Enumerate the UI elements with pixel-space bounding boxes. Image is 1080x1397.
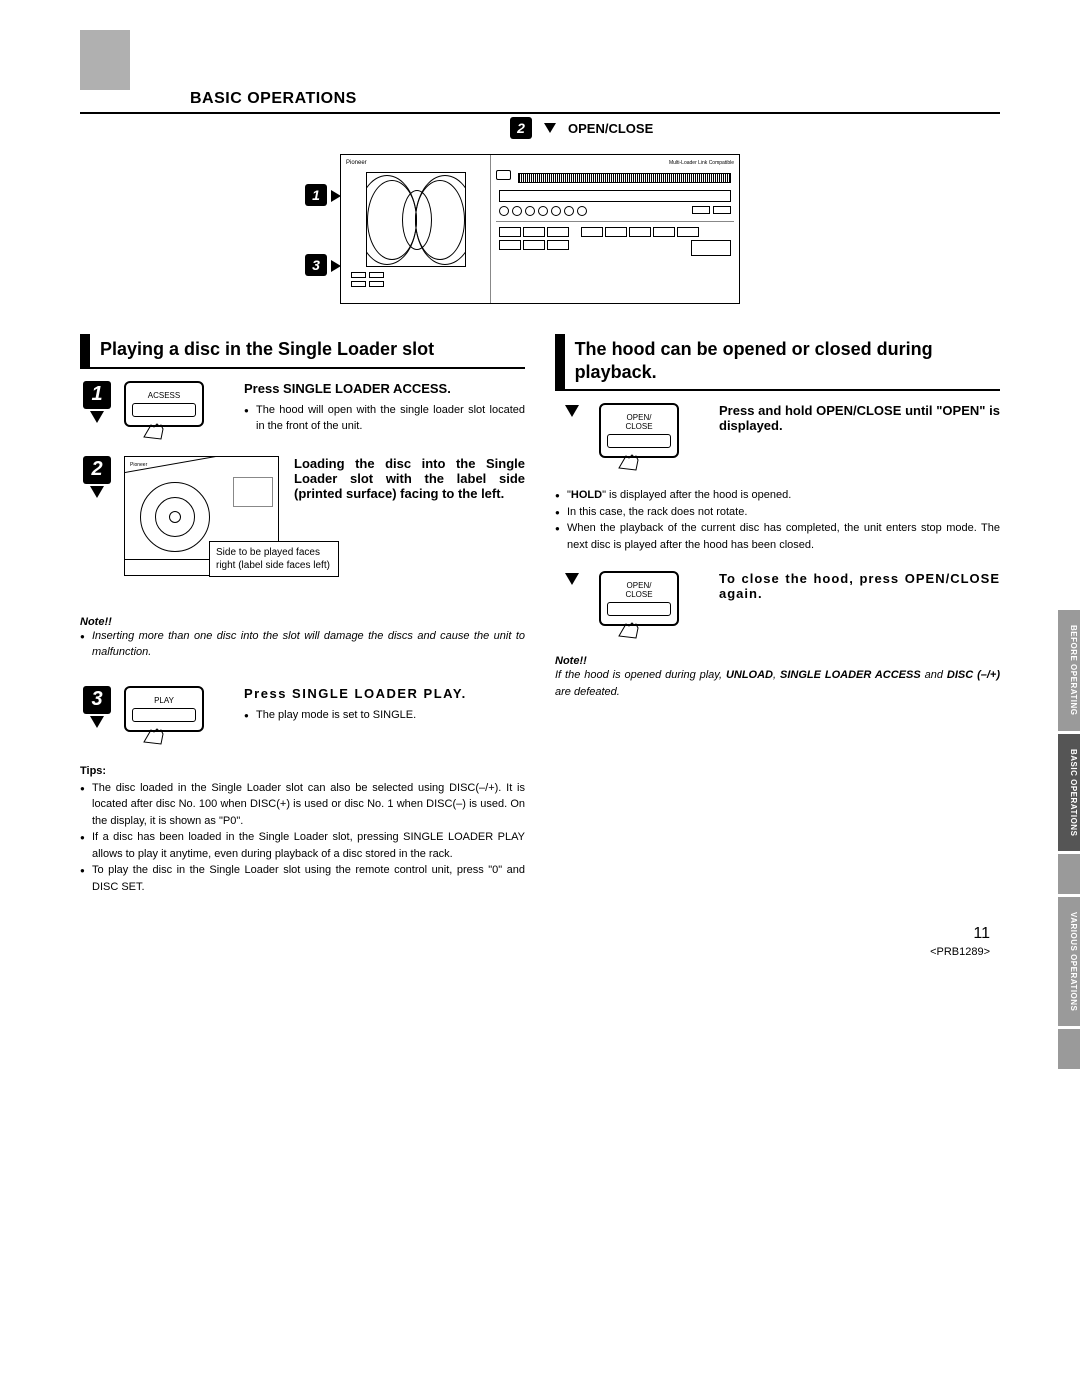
tip-2: If a disc has been loaded in the Single …: [80, 829, 525, 862]
bullet-a2: In this case, the rack does not rotate.: [555, 504, 1000, 521]
tab-basic-operations: BASIC OPERATIONS: [1058, 734, 1080, 851]
left-column: Playing a disc in the Single Loader slot…: [80, 334, 525, 895]
tab-before-operating: BEFORE OPERATING: [1058, 610, 1080, 731]
note-text-right: If the hood is opened during play, UNLOA…: [555, 667, 1000, 700]
hand-icon: [139, 417, 169, 442]
step-1-head: Press SINGLE LOADER AC­CESS.: [244, 381, 525, 396]
step-1-bullet: The hood will open with the single loade…: [244, 402, 525, 435]
device-illustration: Pioneer Multi-Loader Link Compatible: [340, 154, 740, 304]
bullet-a3: When the playback of the current disc ha…: [555, 520, 1000, 553]
step-3-head: Press SINGLE LOADER PLAY.: [244, 686, 525, 701]
step-2-num: 2: [83, 456, 111, 484]
callout-2: 2: [510, 117, 532, 139]
note-header: Note!!: [80, 616, 525, 628]
right-column: The hood can be opened or closed during …: [555, 334, 1000, 895]
callout-3: 3: [305, 254, 327, 276]
arrow-down-icon: [90, 716, 104, 728]
arrow-down-icon: [90, 486, 104, 498]
bullet-a1: "HOLD" is displayed after the hood is op…: [555, 487, 1000, 504]
side-tabs: BEFORE OPERATING BASIC OPERATIONS VARIOU…: [1058, 610, 1080, 1069]
caption-box: Side to be played faces right (label sid…: [209, 541, 339, 577]
section-header: BASIC OPERATIONS: [190, 90, 1000, 108]
note-header-right: Note!!: [555, 655, 1000, 667]
right-title: The hood can be opened or closed during …: [565, 334, 1000, 389]
step-2-head: Loading the disc into the Sin­gle Loader…: [294, 456, 525, 501]
callout-1: 1: [305, 184, 327, 206]
device-diagram: 2 OPEN/CLOSE 1 3 Pioneer: [80, 129, 1000, 304]
step-3-num: 3: [83, 686, 111, 714]
left-title: Playing a disc in the Single Loader slot: [90, 334, 434, 367]
header-bar: BASIC OPERATIONS: [80, 90, 1000, 114]
arrow-down-icon: [544, 123, 556, 133]
step-a-head: Press and hold OPEN/CLOSE until "OPEN" i…: [719, 403, 1000, 433]
footer: 11 <PRB1289>: [80, 925, 1000, 958]
hand-icon: [139, 722, 169, 747]
tab-blank: [1058, 854, 1080, 894]
doc-code: <PRB1289>: [80, 946, 990, 958]
tab-blank: [1058, 1029, 1080, 1069]
hand-icon: [614, 448, 644, 473]
step-3-bullet: The play mode is set to SINGLE.: [244, 707, 525, 724]
tip-1: The disc loaded in the Single Loader slo…: [80, 780, 525, 830]
arrow-down-icon: [565, 573, 579, 585]
tab-various-operations: VARIOUS OPERATIONS: [1058, 897, 1080, 1026]
arrow-down-icon: [90, 411, 104, 423]
hand-icon: [614, 616, 644, 641]
step-1-num: 1: [83, 381, 111, 409]
open-close-label: OPEN/CLOSE: [568, 121, 653, 136]
page-number: 11: [80, 925, 990, 943]
corner-gray-block: [80, 30, 130, 90]
step-b-head: To close the hood, press OPEN/CLOSE agai…: [719, 571, 1000, 601]
tips-header: Tips:: [80, 765, 525, 777]
tip-3: To play the disc in the Single Loader sl…: [80, 862, 525, 895]
note-text: Inserting more than one disc into the sl…: [80, 628, 525, 661]
arrow-down-icon: [565, 405, 579, 417]
